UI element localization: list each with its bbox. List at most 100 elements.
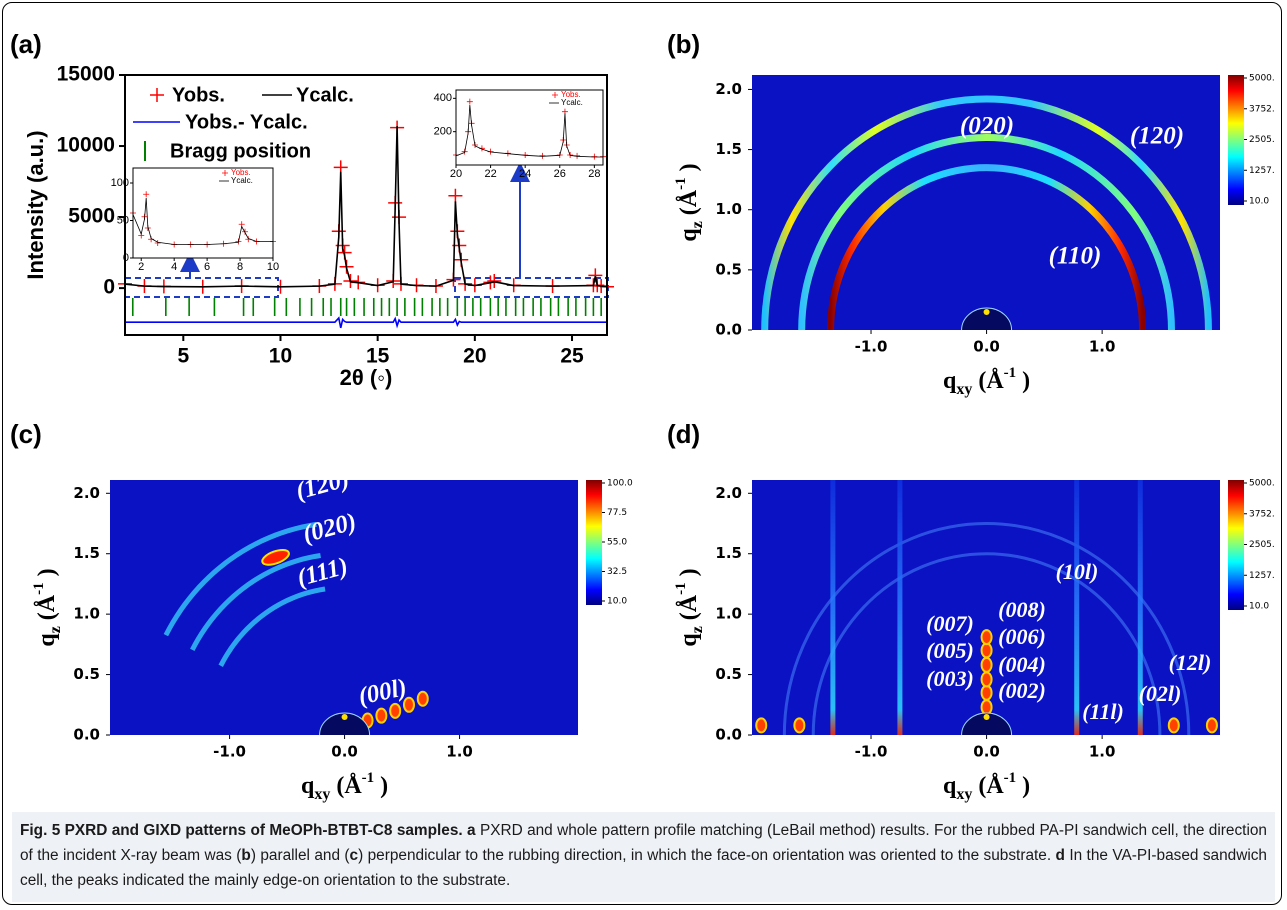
x-tick-label: 4 bbox=[171, 261, 177, 273]
y-tick-label: 1.5 bbox=[715, 140, 742, 158]
axis-label: qxy (Å-1 ) bbox=[943, 770, 1030, 803]
caption-text: PXRD and whole pattern profile matching … bbox=[20, 822, 1267, 864]
data-line bbox=[124, 126, 608, 288]
diffraction-spot bbox=[1205, 717, 1218, 734]
peak-annotation: (002) bbox=[998, 678, 1046, 703]
diffraction-spot bbox=[980, 671, 993, 688]
peak-annotation: (10l) bbox=[1056, 559, 1099, 584]
axis-label-part: ) bbox=[374, 773, 388, 799]
detector-image bbox=[752, 480, 1220, 735]
axis-label-part: ) bbox=[1016, 773, 1030, 799]
caption-text: b bbox=[241, 847, 251, 864]
colorbar-label: 3752. bbox=[1249, 509, 1275, 519]
detector-image bbox=[110, 480, 578, 735]
axis-label-part: z bbox=[689, 626, 706, 633]
colorbar-label: 100.0 bbox=[607, 479, 633, 489]
diffraction-spot bbox=[402, 696, 415, 713]
y-tick-label: 2.0 bbox=[715, 484, 742, 502]
x-tick-label: 5 bbox=[177, 345, 189, 368]
diffraction-spot bbox=[980, 629, 993, 646]
colorbar-label: 2505. bbox=[1249, 135, 1275, 145]
panel-label: (a) bbox=[10, 29, 42, 59]
image-background bbox=[110, 480, 578, 735]
y-tick-label: 2.0 bbox=[715, 80, 742, 98]
peak-annotation: (02l) bbox=[1139, 681, 1182, 706]
beam-stop bbox=[319, 712, 371, 735]
y-tick-label: 0 bbox=[103, 276, 115, 299]
x-tick-label: 26 bbox=[554, 168, 566, 180]
caption-text: In the VA-PI-based sandwich cell, the pe… bbox=[20, 847, 1267, 889]
axis-label-part: z bbox=[47, 626, 64, 633]
panel-label: (d) bbox=[667, 419, 700, 449]
colorbar-label: 5000. bbox=[1249, 74, 1275, 84]
legend-marker bbox=[150, 88, 164, 102]
data-line bbox=[132, 197, 273, 245]
legend-label: Yobs. bbox=[231, 168, 251, 177]
colorbar-label: 77.5 bbox=[607, 508, 627, 518]
axis-label-part: (Å bbox=[676, 594, 702, 626]
y-tick-label: 100 bbox=[111, 177, 129, 189]
axis-label: qz (Å-1 ) bbox=[31, 568, 64, 646]
diffraction-streak bbox=[1137, 480, 1143, 735]
x-tick-label: 25 bbox=[560, 345, 584, 368]
data-point bbox=[588, 268, 603, 283]
axis-label-part: q bbox=[676, 633, 702, 647]
colorbar-label: 32.5 bbox=[607, 567, 627, 577]
colorbar-label: 10.0 bbox=[607, 597, 627, 607]
x-tick-label: 1.0 bbox=[446, 743, 473, 761]
axis-label-part: q bbox=[676, 228, 702, 242]
x-tick-label: 10 bbox=[269, 345, 292, 368]
diffraction-streak bbox=[830, 480, 836, 735]
caption-text: c bbox=[349, 847, 359, 864]
legend-label: Ycalc. bbox=[231, 176, 253, 185]
diffraction-spot bbox=[416, 690, 429, 707]
legend-marker bbox=[552, 92, 558, 98]
colorbar-label: 1257. bbox=[1249, 571, 1275, 581]
peak-annotation: (006) bbox=[998, 624, 1046, 649]
zoom-box bbox=[454, 277, 609, 298]
x-tick-label: 15 bbox=[366, 345, 390, 368]
axis-label: 2θ (◦) bbox=[340, 365, 393, 390]
legend-label: Ycalc. bbox=[561, 98, 583, 107]
x-tick-label: 28 bbox=[588, 168, 600, 180]
legend-label: Bragg position bbox=[170, 140, 311, 162]
axis-label-part: ) bbox=[676, 568, 702, 582]
x-tick-label: 20 bbox=[463, 345, 486, 368]
peak-annotation: (003) bbox=[926, 666, 974, 691]
caption-text: d bbox=[1055, 847, 1065, 864]
peak-annotation: (120) bbox=[1130, 123, 1184, 150]
axis-label-part: (Å bbox=[972, 368, 1004, 394]
diffraction-spot bbox=[980, 699, 993, 716]
axis-label: Intensity (a.u.) bbox=[23, 130, 48, 279]
colorbar bbox=[1228, 75, 1244, 205]
axis-label-part: xy bbox=[956, 786, 972, 803]
y-tick-label: 1.0 bbox=[715, 605, 742, 623]
x-tick-label: 24 bbox=[519, 168, 531, 180]
colorbar-label: 5000. bbox=[1249, 479, 1275, 489]
caption: Fig. 5 PXRD and GIXD patterns of MeOPh-B… bbox=[12, 812, 1275, 902]
axis-label-part: (Å bbox=[34, 594, 60, 626]
y-tick-label: 1.0 bbox=[715, 200, 742, 218]
peak-annotation: (11l) bbox=[1082, 699, 1124, 724]
data-point bbox=[143, 191, 150, 198]
diffraction-arc bbox=[190, 553, 321, 652]
colorbar-label: 10.0 bbox=[1249, 197, 1269, 207]
x-tick-label: 1.0 bbox=[1089, 743, 1116, 761]
axis-label-part: (Å bbox=[972, 773, 1004, 799]
axis-label-part: -1 bbox=[673, 582, 689, 595]
y-tick-label: 1.5 bbox=[715, 544, 742, 562]
x-tick-label: 8 bbox=[237, 261, 243, 273]
diffraction-spot bbox=[1167, 717, 1180, 734]
x-tick-label: 0.0 bbox=[973, 743, 1000, 761]
axis-label-part: -1 bbox=[673, 177, 689, 190]
x-tick-label: 22 bbox=[484, 168, 496, 180]
y-tick-label: 0.0 bbox=[715, 726, 742, 744]
y-tick-label: 0.5 bbox=[73, 665, 100, 683]
colorbar bbox=[586, 480, 602, 605]
legend-label: Yobs. bbox=[172, 84, 225, 106]
axis-label: qxy (Å-1 ) bbox=[301, 770, 388, 803]
diffraction-spot bbox=[375, 707, 388, 724]
diffraction-ring bbox=[827, 164, 1147, 330]
y-tick-label: 50 bbox=[117, 214, 129, 226]
diffraction-spot bbox=[980, 684, 993, 701]
